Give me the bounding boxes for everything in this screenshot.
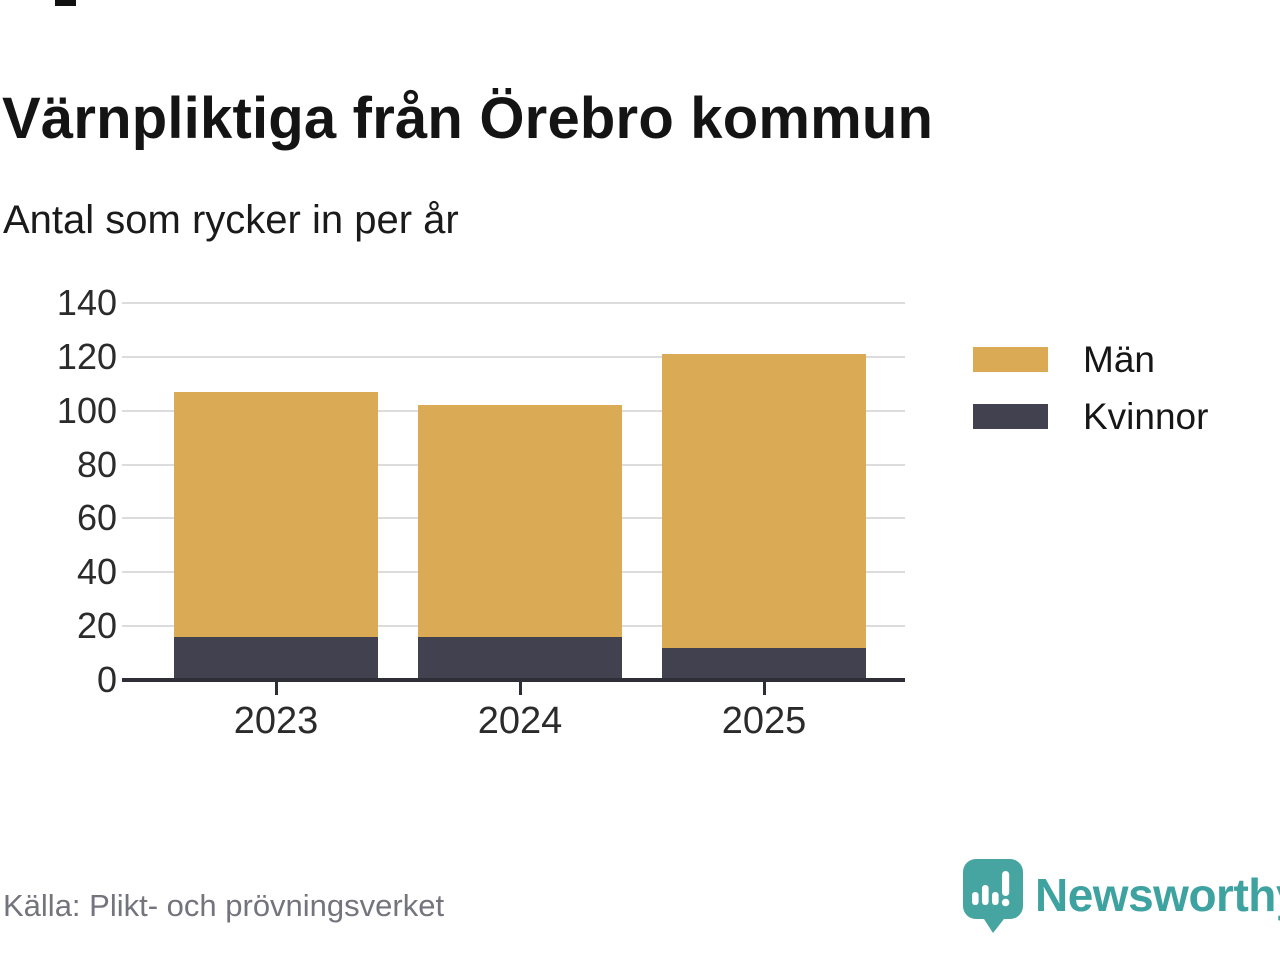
- legend-label-män: Män: [1083, 338, 1155, 380]
- bar-2025: [662, 303, 866, 680]
- y-axis-labels: 0 20 40 60 80 100 120 140: [0, 282, 117, 700]
- y-tick-label-100: 100: [56, 389, 117, 431]
- gridline-120: [122, 355, 905, 358]
- chart-legend: Män Kvinnor: [973, 339, 1208, 461]
- bar-segment-2024-kvinnor: [418, 636, 622, 680]
- x-tick-label-2025: 2025: [721, 700, 807, 742]
- bar-segment-2025-män: [662, 354, 866, 648]
- y-tick-label-40: 40: [76, 551, 117, 593]
- legend-swatch-män: [973, 347, 1048, 372]
- y-tick-label-80: 80: [76, 443, 117, 485]
- bar-segment-2024-män: [418, 405, 622, 637]
- newsworthy-wordmark: Newsworthy: [1035, 869, 1280, 921]
- legend-item-kvinnor: Kvinnor: [973, 396, 1208, 437]
- bar-2023: [174, 303, 378, 680]
- x-tick-2025: [762, 682, 766, 695]
- legend-label-kvinnor: Kvinnor: [1083, 395, 1209, 437]
- x-axis-line: [122, 678, 905, 682]
- y-tick-label-0: 0: [96, 659, 117, 700]
- y-tick-label-140: 140: [56, 282, 117, 323]
- crop-artifact-mark: [55, 0, 76, 6]
- x-tick-label-2024: 2024: [477, 700, 563, 742]
- x-tick-label-2023: 2023: [233, 700, 319, 742]
- x-tick-2023: [274, 682, 278, 695]
- source-caption: Källa: Plikt- och prövningsverket: [3, 888, 445, 923]
- bar-chart-plot: [122, 302, 905, 682]
- y-tick-label-60: 60: [76, 497, 117, 539]
- bar-segment-2023-kvinnor: [174, 636, 378, 680]
- gridline-140: [122, 302, 905, 304]
- newsworthy-logo: Newsworthy: [963, 859, 1280, 933]
- x-tick-2024: [518, 682, 522, 695]
- legend-item-män: Män: [973, 339, 1208, 380]
- bar-2024: [418, 303, 622, 680]
- legend-swatch-kvinnor: [973, 404, 1048, 429]
- page-title: Värnpliktiga från Örebro kommun: [2, 85, 934, 151]
- bar-segment-2023-män: [174, 391, 378, 637]
- newsworthy-logo-icon: [963, 859, 1023, 933]
- bar-segment-2025-kvinnor: [662, 647, 866, 680]
- y-tick-label-120: 120: [56, 335, 117, 377]
- chart-subtitle: Antal som rycker in per år: [3, 198, 459, 242]
- y-tick-label-20: 20: [76, 605, 117, 647]
